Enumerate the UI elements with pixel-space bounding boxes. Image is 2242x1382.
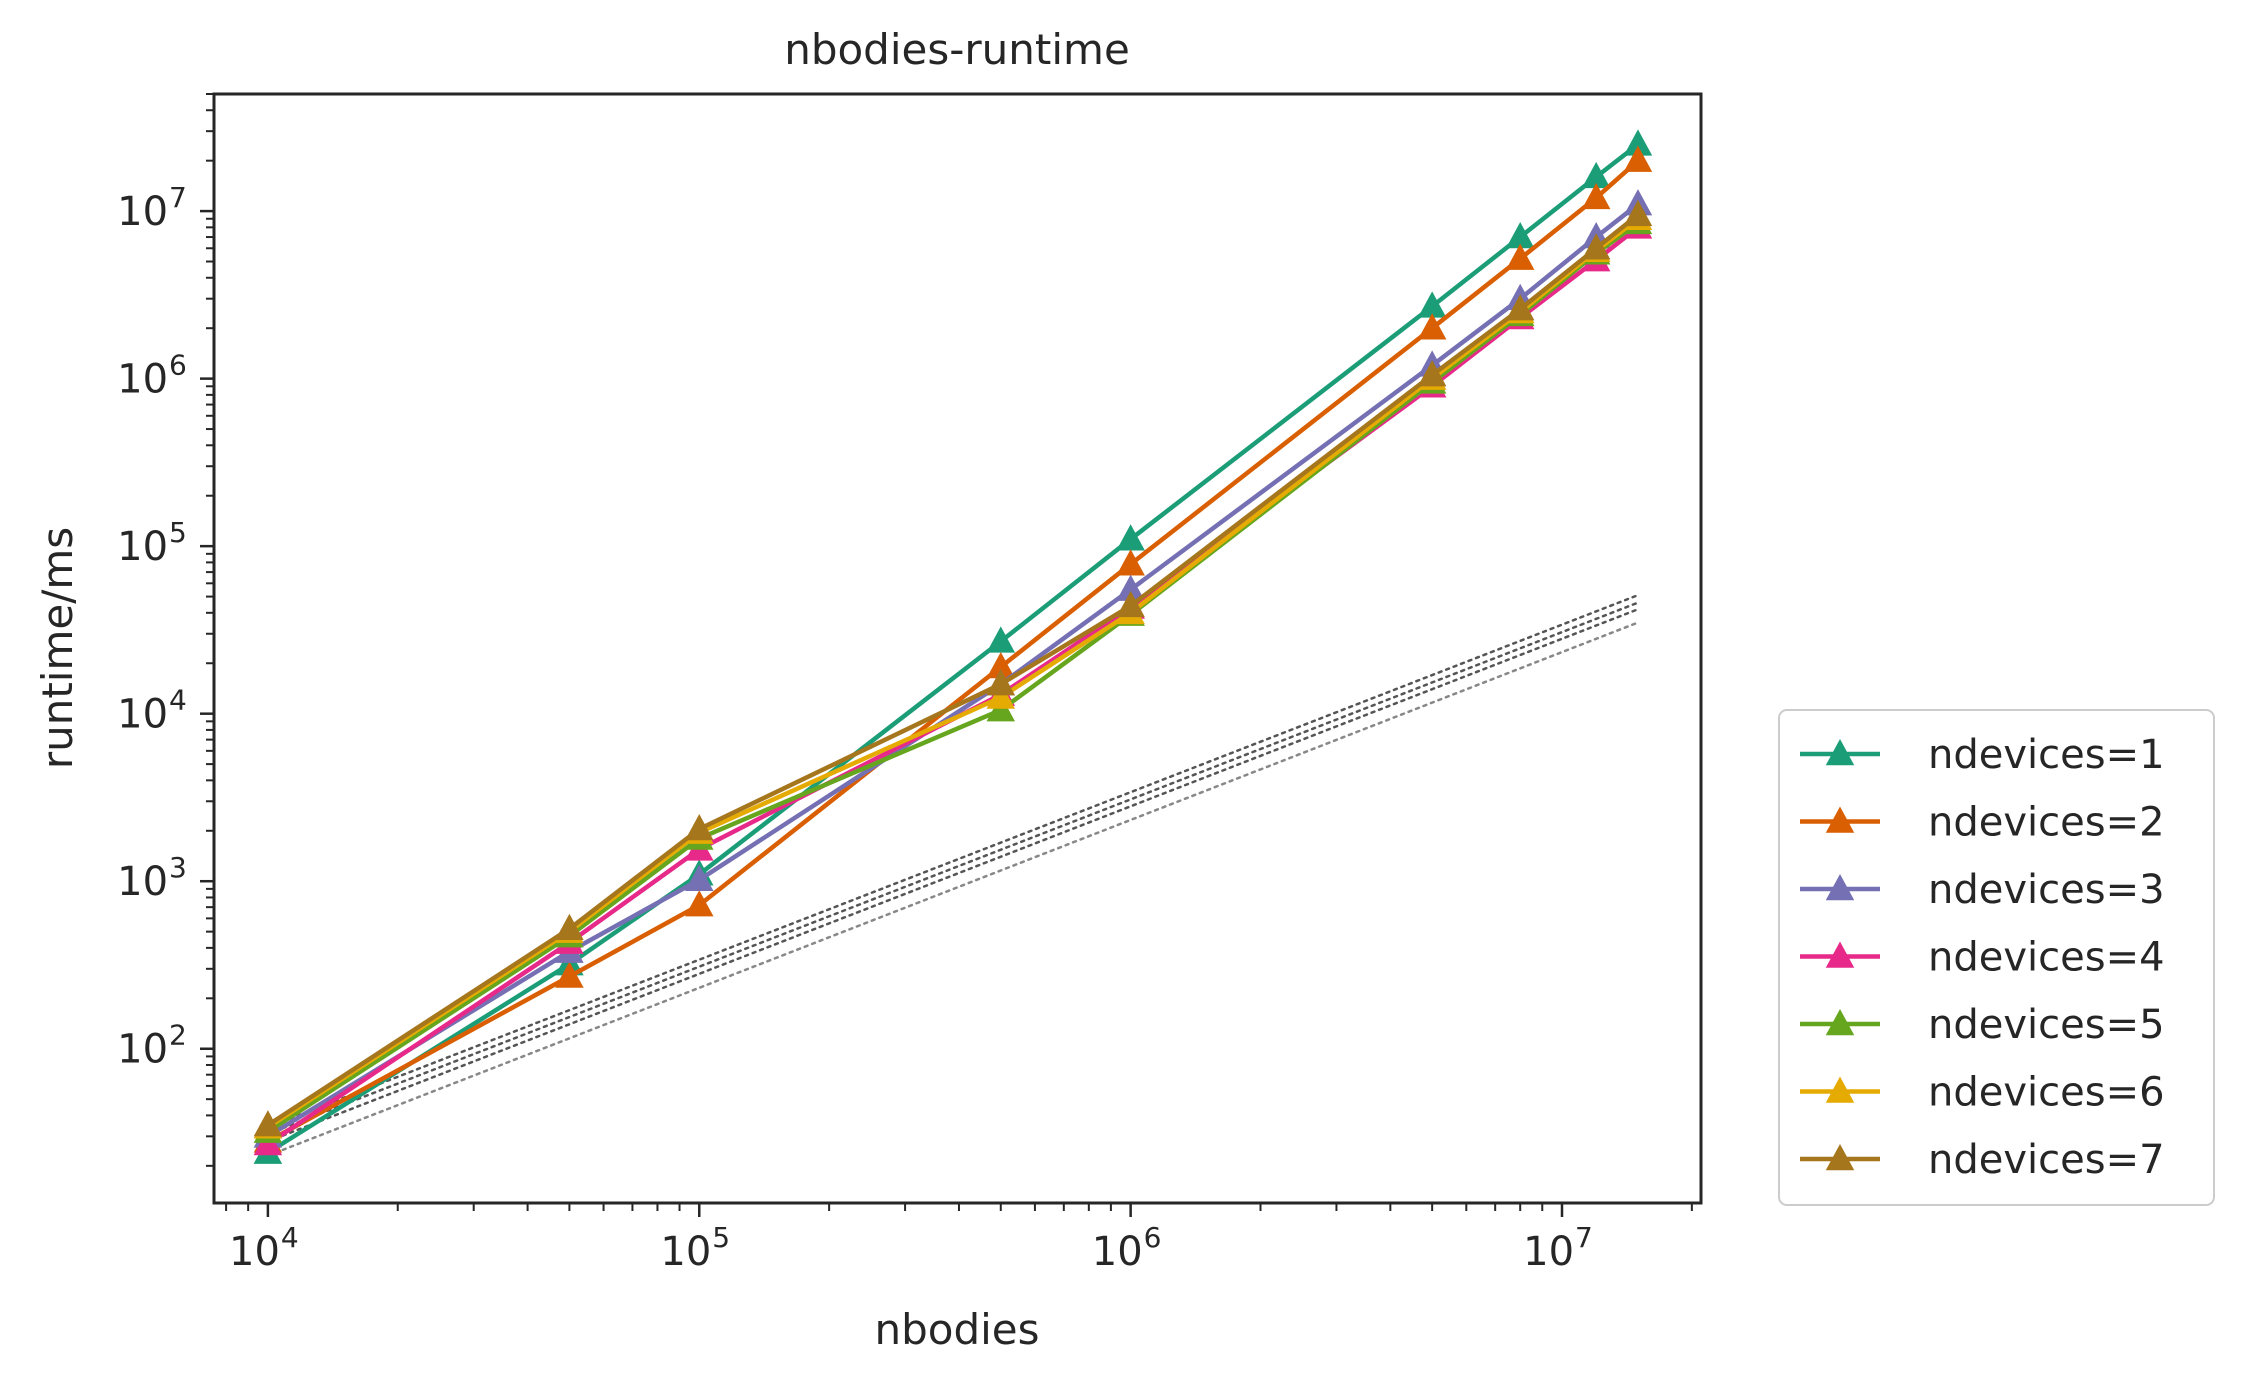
legend-label: ndevices=7 (1928, 1137, 2165, 1183)
reference-line (266, 601, 1640, 1136)
data-point (1581, 233, 1611, 260)
legend-marker (1825, 806, 1855, 833)
legend-item: ndevices=3 (1800, 867, 2165, 913)
legend-label: ndevices=1 (1928, 732, 2165, 778)
x-tick-label: 107 (1523, 1221, 1593, 1275)
legend-marker (1825, 1144, 1855, 1171)
y-tick-label: 102 (117, 1019, 187, 1073)
data-point (1623, 145, 1653, 172)
legend-item: ndevices=4 (1800, 935, 2165, 981)
data-point (986, 682, 1016, 709)
data-point (1505, 222, 1535, 249)
data-point (1116, 574, 1145, 601)
series-lines (253, 129, 1653, 1164)
data-point (1581, 182, 1611, 210)
legend-marker (1825, 739, 1855, 766)
series-1 (253, 129, 1653, 1164)
data-point (685, 890, 714, 917)
legend-label: ndevices=3 (1928, 867, 2165, 913)
x-axis-title: nbodies (874, 1305, 1039, 1354)
data-point (555, 961, 584, 988)
x-tick-label: 105 (660, 1221, 730, 1275)
y-tick-label: 107 (117, 181, 187, 235)
x-tick-label: 104 (229, 1221, 299, 1275)
reference-line (266, 608, 1640, 1143)
chart-title: nbodies-runtime (784, 25, 1130, 74)
legend-marker (1825, 874, 1855, 901)
data-point (1581, 161, 1611, 189)
series-4 (253, 212, 1653, 1156)
data-point (253, 1110, 283, 1137)
legend-item: ndevices=5 (1800, 1002, 2165, 1048)
reference-line (266, 593, 1640, 1129)
data-point (1417, 313, 1447, 340)
data-point (1505, 294, 1535, 321)
series-2 (253, 145, 1653, 1153)
legend-label: ndevices=5 (1928, 1002, 2165, 1048)
reference-line (266, 621, 1640, 1157)
legend-item: ndevices=6 (1800, 1070, 2165, 1116)
y-tick-label: 106 (117, 349, 187, 403)
legend-marker (1825, 1009, 1855, 1036)
reference-lines (266, 593, 1640, 1157)
plot-frame (212, 92, 1703, 1205)
data-point (555, 913, 584, 941)
legend-label: ndevices=2 (1928, 800, 2165, 846)
y-tick-label: 104 (117, 684, 187, 738)
legend-item: ndevices=7 (1800, 1137, 2165, 1183)
legend-label: ndevices=6 (1928, 1070, 2165, 1116)
legend-label: ndevices=4 (1928, 935, 2165, 981)
legend-box (1778, 709, 2215, 1206)
data-point (685, 864, 714, 892)
series-7 (253, 199, 1653, 1137)
legend-item: ndevices=2 (1800, 800, 2165, 846)
axes: 104 105 106 107 102 103 104 105 106 107 (117, 93, 1693, 1275)
data-point (1116, 590, 1145, 618)
data-point (1623, 129, 1653, 156)
y-tick-label: 103 (117, 851, 187, 905)
legend: ndevices=1 ndevices=2 ndevices=3 ndevices=4… (1778, 709, 2215, 1206)
legend-item: ndevices=1 (1800, 732, 2165, 778)
data-point (986, 669, 1016, 696)
data-point (986, 626, 1016, 653)
y-axis-title: runtime/ms (33, 527, 82, 769)
data-point (1623, 199, 1653, 227)
data-point (1417, 360, 1447, 387)
data-point (685, 813, 714, 841)
data-point (1417, 291, 1447, 318)
x-tick-label: 106 (1092, 1221, 1162, 1275)
data-point (1116, 524, 1145, 551)
y-tick-label: 105 (117, 516, 187, 570)
data-point (1116, 549, 1145, 576)
legend-marker (1825, 1076, 1855, 1103)
legend-marker (1825, 941, 1855, 968)
data-point (1505, 243, 1535, 270)
data-point (986, 651, 1016, 679)
